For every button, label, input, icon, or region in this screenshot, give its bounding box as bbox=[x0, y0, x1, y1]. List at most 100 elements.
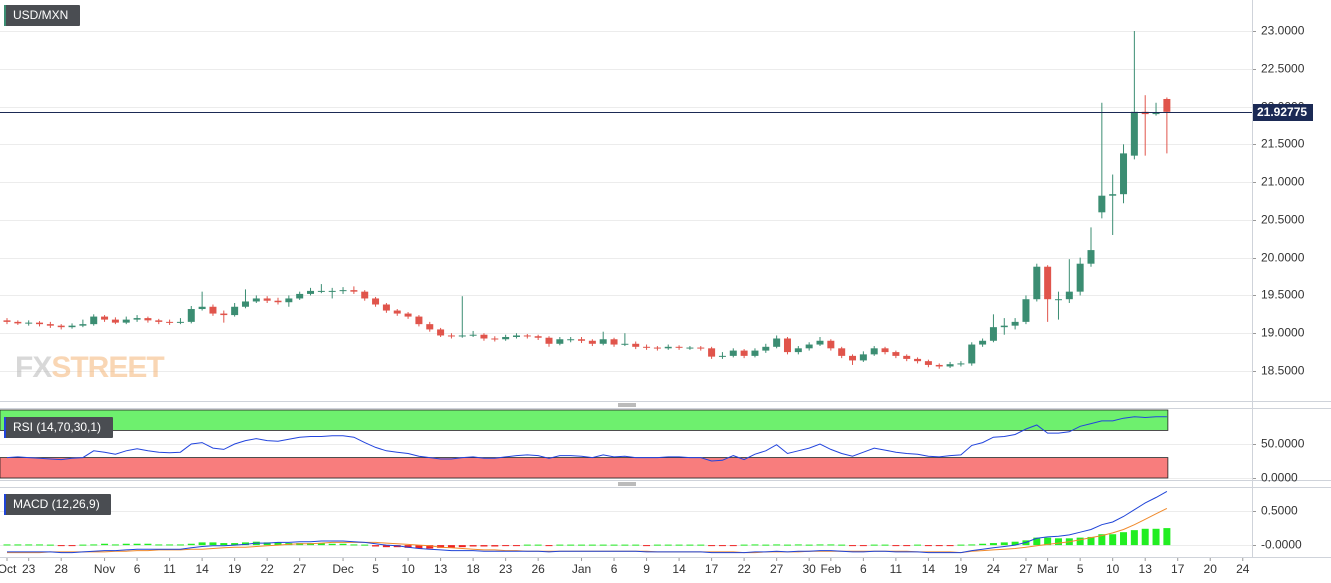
histogram-bar bbox=[447, 545, 455, 548]
x-tick-label: 26 bbox=[531, 562, 545, 576]
histogram-bar bbox=[664, 544, 672, 546]
candle-body bbox=[3, 320, 11, 322]
histogram-bar bbox=[686, 544, 694, 546]
candle-body bbox=[729, 350, 737, 356]
candle-body bbox=[870, 348, 878, 355]
candle-body bbox=[556, 339, 564, 344]
x-tick-label: 6 bbox=[860, 562, 867, 576]
indicator-label-box[interactable] bbox=[4, 494, 111, 515]
candle-body bbox=[794, 348, 802, 353]
indicator-label: RSI (14,70,30,1) bbox=[13, 420, 101, 434]
histogram-bar bbox=[1011, 541, 1019, 546]
indicator-label: USD/MXN bbox=[13, 8, 68, 22]
histogram-bar bbox=[111, 544, 119, 546]
histogram-bar bbox=[1076, 537, 1084, 546]
x-tick-label: Dec bbox=[332, 562, 353, 576]
histogram-bar bbox=[317, 543, 325, 546]
x-tick-label: Mar bbox=[1037, 562, 1058, 576]
x-tick-label: 24 bbox=[987, 562, 1001, 576]
candle-body bbox=[350, 290, 358, 292]
y-tick-label: 20.0000 bbox=[1261, 251, 1305, 265]
histogram-bar bbox=[1130, 530, 1138, 546]
indicator-label-box[interactable] bbox=[4, 417, 113, 438]
histogram-bar bbox=[382, 545, 390, 548]
histogram-bar bbox=[827, 544, 835, 546]
candle-body bbox=[231, 306, 239, 316]
indicator-label: MACD (12,26,9) bbox=[13, 497, 100, 511]
x-tick-label: 6 bbox=[134, 562, 141, 576]
candle-body bbox=[133, 318, 141, 320]
histogram-bar bbox=[751, 544, 759, 546]
x-tick-label: 11 bbox=[890, 562, 903, 576]
histogram-bar bbox=[968, 544, 976, 546]
x-tick-label: 14 bbox=[672, 562, 686, 576]
candle-body bbox=[36, 322, 44, 325]
candle-body bbox=[838, 348, 846, 356]
candle-body bbox=[664, 346, 672, 349]
candle-body bbox=[111, 319, 119, 323]
x-tick-label: 13 bbox=[1139, 562, 1153, 576]
macd-line bbox=[7, 490, 1168, 554]
histogram-bar bbox=[90, 544, 98, 546]
candle-body bbox=[372, 298, 380, 305]
candle-body bbox=[415, 316, 423, 325]
resize-grip[interactable] bbox=[616, 481, 638, 487]
candle-body bbox=[751, 350, 759, 356]
candle-body bbox=[610, 339, 618, 345]
candle-body bbox=[740, 350, 748, 356]
watermark-right: STREET bbox=[51, 351, 164, 384]
histogram-bar bbox=[1087, 536, 1095, 546]
histogram-bar bbox=[176, 544, 184, 546]
mark-layer bbox=[0, 30, 1252, 554]
candle-body bbox=[892, 352, 900, 356]
x-tick-label: Feb bbox=[820, 562, 841, 576]
x-tick-label: 10 bbox=[401, 562, 415, 576]
candle-body bbox=[1011, 321, 1019, 326]
candle-body bbox=[534, 336, 542, 338]
histogram-bar bbox=[599, 544, 607, 546]
histogram-bar bbox=[144, 543, 152, 546]
histogram-bar bbox=[881, 544, 889, 546]
candle-body bbox=[675, 346, 683, 348]
x-tick-label: 23 bbox=[22, 562, 36, 576]
x-tick-label: 17 bbox=[1171, 562, 1185, 576]
candle-body bbox=[1098, 195, 1106, 213]
candle-body bbox=[90, 316, 98, 325]
candle-body bbox=[241, 301, 249, 307]
histogram-bar bbox=[794, 544, 802, 546]
overbought-band bbox=[0, 409, 1169, 431]
x-tick-label: 23 bbox=[499, 562, 513, 576]
histogram-bar bbox=[892, 545, 900, 547]
candle-body bbox=[393, 310, 401, 314]
y-tick-label: 20.5000 bbox=[1261, 213, 1305, 227]
histogram-bar bbox=[14, 544, 22, 546]
candle-body bbox=[924, 361, 932, 365]
histogram-bar bbox=[46, 544, 54, 546]
histogram-bar bbox=[209, 542, 217, 546]
candle-body bbox=[252, 298, 260, 302]
candle-body bbox=[1033, 266, 1041, 300]
x-tick-label: Nov bbox=[94, 562, 115, 576]
histogram-bar bbox=[567, 544, 575, 546]
histogram-bar bbox=[274, 542, 282, 546]
indicator-label-box[interactable] bbox=[4, 5, 80, 26]
x-tick-label: 27 bbox=[770, 562, 784, 576]
candle-body bbox=[989, 327, 997, 341]
candle-body bbox=[296, 293, 304, 299]
histogram-bar bbox=[25, 544, 33, 546]
candle-body bbox=[708, 348, 716, 357]
candle-body bbox=[317, 290, 325, 292]
histogram-bar bbox=[957, 544, 965, 546]
resize-grip[interactable] bbox=[616, 402, 638, 408]
histogram-bar bbox=[415, 545, 423, 549]
x-tick-label: 14 bbox=[922, 562, 936, 576]
candle-body bbox=[122, 319, 130, 323]
x-tick-label: 11 bbox=[163, 562, 176, 576]
candle-body bbox=[220, 313, 228, 316]
histogram-bar bbox=[545, 545, 553, 547]
histogram-bar bbox=[773, 544, 781, 546]
indicator-label-accent bbox=[4, 494, 6, 515]
histogram-bar bbox=[979, 543, 987, 546]
histogram-bar bbox=[480, 545, 488, 547]
